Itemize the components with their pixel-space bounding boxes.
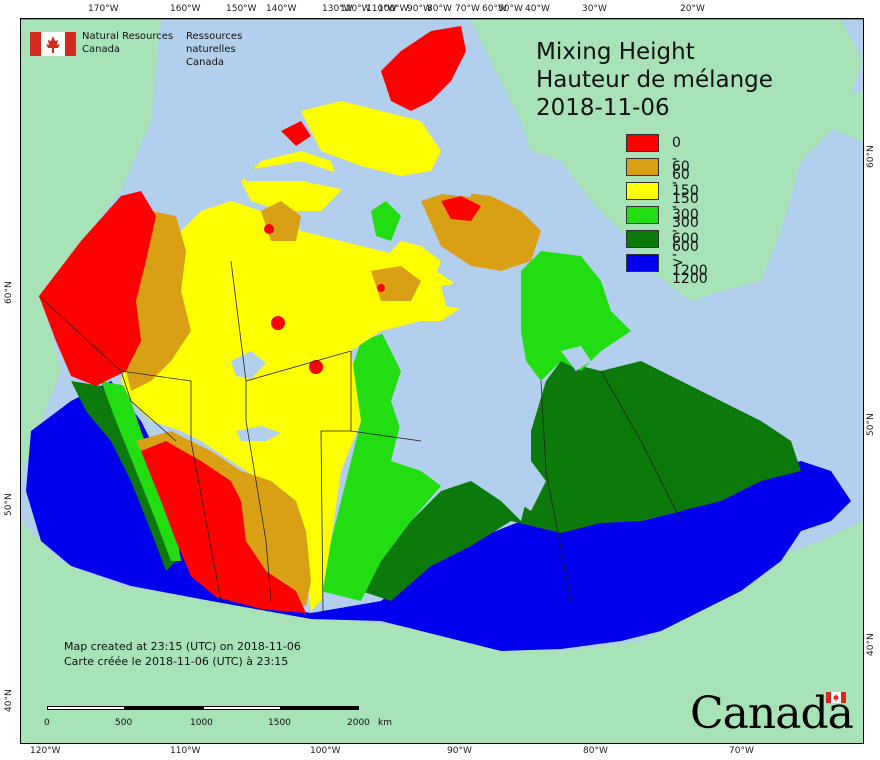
tick-top-170w: 170°W (88, 4, 119, 14)
mixing-height-map (21, 19, 863, 743)
ungava-bay (561, 346, 591, 371)
arctic-yellow-2 (301, 101, 441, 176)
legend-swatch-2 (626, 182, 659, 200)
red-zone-arctic-west (281, 121, 311, 146)
scale-unit: km (378, 718, 392, 728)
red-zone-baffin (441, 196, 481, 221)
canada-yellow-zone (121, 201, 471, 611)
tick-left-40n: 40°N (4, 689, 14, 712)
scale-seg-1 (47, 706, 125, 710)
scale-label-2000: 2000 (347, 718, 370, 728)
canada-darkgreen-zone (361, 361, 801, 601)
great-bear-lake (231, 351, 266, 379)
greenland (471, 19, 863, 301)
tick-bottom-120w: 120°W (30, 746, 61, 756)
tick-bottom-80w: 80°W (583, 746, 608, 756)
tick-bottom-70w: 70°W (729, 746, 754, 756)
tick-top-40w: 40°W (525, 4, 550, 14)
legend-swatch-1 (626, 158, 659, 176)
red-zone-ellesmere (381, 26, 466, 111)
scale-bar: 0 500 1000 1500 2000 km (44, 704, 392, 734)
usa (21, 521, 863, 743)
tick-top-110w: 110°W (366, 4, 397, 14)
tick-top-120w: 120°W (340, 4, 371, 14)
map-title-fr: Hauteur de mélange (536, 67, 773, 93)
red-spot-2 (271, 316, 285, 330)
legend-label-0: 0 - 60 (672, 135, 690, 183)
scale-label-500: 500 (115, 718, 133, 728)
tick-top-80w: 80°W (427, 4, 452, 14)
arctic-channels (241, 161, 471, 197)
created-en: Map created at 23:15 (UTC) on 2018-11-06 (64, 640, 301, 653)
tick-left-50n: 50°N (4, 493, 14, 516)
red-spot-3 (309, 360, 323, 374)
title-block: Mixing Height Hauteur de mélange 2018-11… (536, 38, 773, 122)
legend-swatch-0 (626, 134, 659, 152)
canada-blue-zone (26, 381, 851, 651)
tick-top-100w: 100°W (378, 4, 409, 14)
tick-top-20w: 20°W (680, 4, 705, 14)
scale-label-1500: 1500 (268, 718, 291, 728)
agency-name-fr: Ressources naturelles Canada (186, 30, 242, 69)
alaska (21, 19, 161, 301)
scale-label-1000: 1000 (190, 718, 213, 728)
tick-top-160w: 160°W (170, 4, 201, 14)
canada-flag-icon (30, 32, 76, 56)
tick-bottom-90w: 90°W (447, 746, 472, 756)
nrc-logo: Natural Resources Canada Ressources natu… (30, 30, 242, 68)
james-bay (511, 461, 546, 511)
hudson-bay (381, 321, 531, 481)
tick-top-30w: 30°W (582, 4, 607, 14)
map-date: 2018-11-06 (536, 95, 670, 121)
tick-top-140w: 140°W (266, 4, 297, 14)
borders (21, 19, 863, 612)
hudson-east-green (521, 251, 631, 381)
legend-label-4: 600 - 1200 (672, 231, 708, 279)
tick-bottom-110w: 110°W (170, 746, 201, 756)
tick-top-90w: 90°W (407, 4, 432, 14)
tick-right-40n: 40°N (866, 633, 876, 656)
scale-seg-3 (203, 706, 281, 710)
tick-top-50w: 50°W (498, 4, 523, 14)
legend-swatch-4 (626, 230, 659, 248)
legend-label-5: > 1200 (672, 255, 708, 287)
red-zone-prairies (141, 441, 306, 613)
tick-bottom-100w: 100°W (310, 746, 341, 756)
created-fr: Carte créée le 2018-11-06 (UTC) à 23:15 (64, 655, 289, 668)
legend-swatch-3 (626, 206, 659, 224)
legend-label-2: 150 - 300 (672, 183, 699, 231)
agency-name-en: Natural Resources Canada (82, 30, 173, 56)
agency-fr-line1: Ressources naturelles (186, 31, 243, 55)
tick-left-60n: 60°N (4, 281, 14, 304)
iceland (821, 91, 863, 141)
map-frame (20, 18, 864, 744)
bc-darkgreen-band (71, 381, 176, 571)
red-spot-1 (264, 224, 274, 234)
tick-top-70w: 70°W (455, 4, 480, 14)
gold-zone-southampton (371, 266, 421, 301)
agency-en-line1: Natural Resources (82, 31, 174, 42)
scale-seg-4 (281, 706, 359, 710)
wordmark-flag-icon (826, 692, 846, 703)
legend-label-3: 300 - 600 (672, 207, 699, 255)
agency-en-line2: Canada (82, 44, 121, 55)
scale-seg-2 (125, 706, 203, 710)
agency-fr-line2: Canada (186, 57, 225, 68)
scale-label-0: 0 (44, 718, 50, 728)
red-spot-4 (377, 284, 385, 292)
legend-label-1: 60 - 150 (672, 159, 699, 207)
tick-right-50n: 50°N (866, 413, 876, 436)
arctic-green-island (371, 201, 401, 241)
creation-note: Map created at 23:15 (UTC) on 2018-11-06… (64, 639, 301, 669)
tick-top-60w: 60°W (482, 4, 507, 14)
map-title-en: Mixing Height (536, 39, 695, 65)
tick-top-150w: 150°W (226, 4, 257, 14)
tick-top-130w: 130°W (322, 4, 353, 14)
legend-swatch-5 (626, 254, 659, 272)
foxe-basin (441, 281, 491, 311)
bc-coast-islands (21, 296, 61, 471)
tick-right-60n: 60°N (866, 145, 876, 168)
bc-green-band (101, 381, 181, 561)
red-zone-yukon (39, 191, 156, 386)
